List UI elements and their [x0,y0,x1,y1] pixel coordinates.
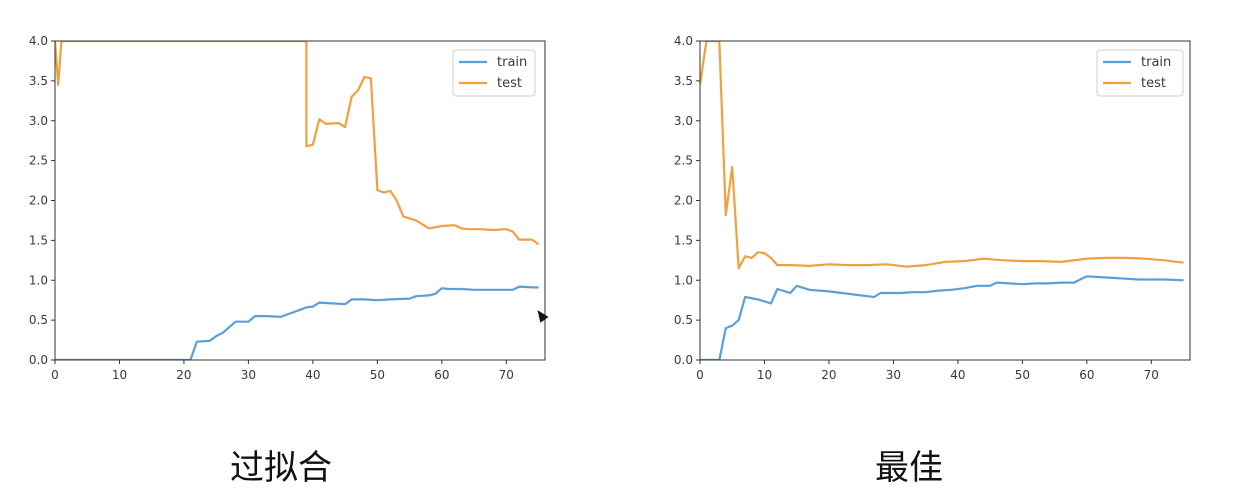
x-tick-label: 30 [241,368,256,382]
x-tick-label: 20 [176,368,191,382]
y-tick-label: 1.0 [29,273,48,287]
x-tick-label: 50 [370,368,385,382]
legend-label-train: train [1141,55,1171,70]
train-line [700,275,1184,360]
y-tick-label: 1.0 [674,273,693,287]
chart-overfitting: 0 10 20 30 40 50 60 70 0.0 0.5 1.0 1.5 2.0 2.5 3.0 3.5 4… [29,34,546,382]
y-tick-label: 3.0 [674,114,693,128]
y-tick-label: 3.0 [29,114,48,128]
legend: train test [452,49,536,97]
x-tick-label: 10 [757,368,772,382]
test-line [700,41,1184,270]
y-tick-label: 0.0 [29,353,48,367]
x-tick-label: 0 [51,368,59,382]
chart-best: 0 10 20 30 40 50 60 70 0.0 0.5 1.0 1.5 2.0 2.5 3.0 3.5 4… [674,34,1191,382]
y-tick-label: 1.5 [674,233,693,247]
y-tick-label: 2.0 [29,194,48,208]
y-tick-label: 3.5 [674,74,693,88]
x-tick-label: 60 [434,368,449,382]
x-tick-label: 60 [1079,368,1094,382]
test-line [55,41,540,246]
x-tick-label: 70 [499,368,514,382]
legend-label-test: test [497,76,522,91]
y-tick-label: 2.5 [29,154,48,168]
x-tick-label: 40 [305,368,320,382]
series-lines [55,41,540,360]
y-tick-label: 0.0 [674,353,693,367]
x-tick-label: 70 [1144,368,1159,382]
y-tick-label: 0.5 [29,313,48,327]
x-tick-label: 30 [886,368,901,382]
x-tick-label: 0 [696,368,704,382]
legend: train test [1096,49,1184,97]
legend-label-train: train [497,55,527,70]
y-tick-label: 0.5 [674,313,693,327]
x-tick-label: 40 [950,368,965,382]
legend-label-test: test [1141,76,1166,91]
chart-caption-overfitting: 过拟合 [230,448,332,488]
x-tick-label: 10 [112,368,127,382]
x-tick-label: 50 [1015,368,1030,382]
x-tick-label: 20 [821,368,836,382]
train-line [55,285,539,360]
y-tick-label: 3.5 [29,74,48,88]
series-lines [700,41,1184,360]
y-tick-label: 4.0 [29,34,48,48]
y-tick-label: 1.5 [29,233,48,247]
y-tick-label: 4.0 [674,34,693,48]
y-tick-label: 2.0 [674,194,693,208]
chart-caption-best: 最佳 [875,448,943,488]
y-tick-label: 2.5 [674,154,693,168]
